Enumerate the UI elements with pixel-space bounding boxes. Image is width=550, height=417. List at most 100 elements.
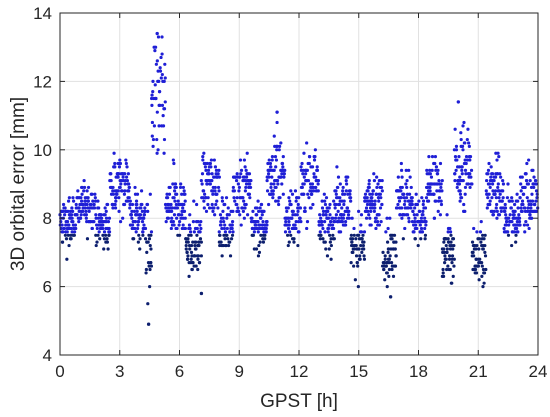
data-point — [449, 240, 453, 244]
data-point — [194, 240, 198, 244]
data-point — [445, 213, 449, 217]
data-point — [481, 285, 485, 289]
data-point — [441, 271, 445, 275]
data-point — [143, 206, 147, 210]
data-point — [281, 155, 285, 159]
data-point — [100, 216, 104, 220]
data-point — [243, 165, 247, 169]
data-point — [142, 213, 147, 217]
data-point — [163, 76, 167, 80]
data-point — [506, 182, 510, 186]
data-point — [69, 233, 73, 237]
data-point — [510, 199, 514, 203]
data-point — [92, 206, 97, 210]
data-point — [197, 240, 201, 244]
data-point — [212, 206, 216, 210]
data-point — [196, 254, 201, 258]
data-point — [209, 165, 213, 169]
data-point — [423, 216, 427, 220]
data-point — [523, 230, 527, 234]
data-point — [520, 209, 524, 213]
data-point — [489, 175, 493, 179]
data-point — [375, 175, 379, 179]
data-point — [298, 206, 303, 210]
data-point — [117, 165, 122, 169]
data-point — [292, 240, 296, 244]
data-point — [407, 216, 411, 220]
data-point — [129, 213, 134, 217]
data-point — [315, 165, 319, 169]
data-point — [121, 216, 125, 220]
data-point — [283, 230, 288, 234]
data-point — [292, 237, 296, 241]
data-point — [123, 189, 127, 193]
data-point — [274, 199, 278, 203]
data-point — [436, 168, 440, 172]
data-point — [226, 237, 230, 241]
data-point — [265, 223, 269, 227]
data-point — [400, 206, 404, 210]
data-point — [365, 202, 370, 207]
data-point — [340, 199, 344, 203]
data-point — [195, 202, 199, 207]
data-point — [195, 233, 199, 237]
x-tick-label: 18 — [409, 362, 428, 381]
data-point — [208, 161, 212, 166]
data-point — [66, 209, 70, 213]
data-point — [210, 178, 214, 183]
data-point — [373, 206, 377, 210]
data-point — [156, 69, 160, 73]
data-point — [483, 250, 487, 254]
data-point — [312, 172, 316, 176]
data-point — [506, 230, 510, 234]
data-point — [477, 247, 481, 251]
data-point — [248, 185, 253, 190]
data-point — [437, 199, 441, 203]
data-point — [420, 230, 425, 234]
data-point — [267, 202, 271, 207]
data-point — [349, 196, 353, 200]
data-point — [448, 226, 452, 231]
data-point — [324, 213, 328, 217]
data-point — [230, 223, 234, 227]
data-point — [221, 209, 225, 213]
data-point — [186, 240, 190, 244]
data-point — [79, 199, 84, 203]
data-point — [288, 230, 292, 234]
data-point — [197, 261, 202, 265]
data-point — [459, 131, 463, 135]
y-tick-label: 10 — [33, 141, 52, 160]
data-point — [167, 202, 171, 207]
data-point — [71, 199, 76, 203]
data-point — [199, 220, 203, 224]
data-point — [71, 220, 75, 224]
x-tick-label: 21 — [469, 362, 488, 381]
data-point — [334, 189, 338, 193]
data-point — [248, 182, 252, 186]
data-point — [333, 216, 338, 220]
data-point — [302, 182, 306, 186]
data-point — [73, 230, 77, 234]
data-point — [378, 178, 382, 183]
data-point — [493, 189, 498, 193]
data-point — [461, 148, 465, 152]
data-point — [454, 148, 459, 152]
data-point — [378, 192, 383, 196]
data-point — [167, 192, 172, 196]
data-point — [272, 168, 276, 172]
data-point — [509, 206, 513, 210]
data-point — [332, 226, 336, 231]
data-point — [83, 199, 87, 203]
data-point — [181, 185, 185, 190]
data-point — [244, 202, 248, 207]
data-point — [352, 247, 356, 251]
data-point — [519, 189, 523, 193]
data-point — [362, 240, 366, 244]
data-point — [421, 202, 425, 207]
data-point — [199, 254, 203, 258]
data-point — [113, 206, 118, 210]
data-point — [104, 209, 108, 213]
y-tick-label: 6 — [43, 278, 52, 297]
data-point — [178, 185, 183, 190]
data-point — [125, 175, 129, 179]
